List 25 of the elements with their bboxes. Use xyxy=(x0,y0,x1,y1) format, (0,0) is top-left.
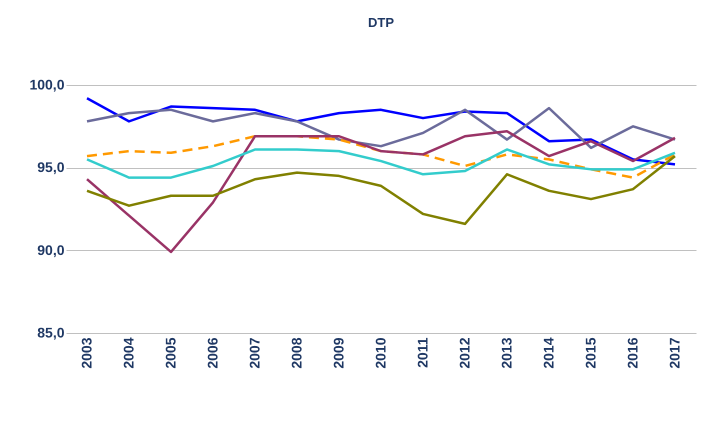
x-tick-label: 2010 xyxy=(372,337,388,369)
x-tick-label: 2012 xyxy=(456,337,472,369)
line-series xyxy=(86,130,676,254)
y-tick-label: 90,0 xyxy=(37,242,65,258)
x-tick-label: 2014 xyxy=(540,337,556,369)
x-tick-label: 2015 xyxy=(582,337,598,369)
chart-title: DTP xyxy=(368,15,394,30)
x-tick-label: 2008 xyxy=(288,337,304,369)
line-series xyxy=(86,135,676,179)
x-tick-label: 2007 xyxy=(246,337,262,369)
x-tick-label: 2011 xyxy=(414,337,430,368)
line-series xyxy=(86,148,676,179)
y-tick-label: 100,0 xyxy=(29,76,65,92)
x-tick-label: 2009 xyxy=(330,337,346,369)
x-tick-label: 2005 xyxy=(162,337,178,369)
y-tick-label: 95,0 xyxy=(37,159,65,176)
x-tick-label: 2016 xyxy=(624,337,640,369)
x-tick-label: 2017 xyxy=(666,337,682,369)
x-tick-label: 2013 xyxy=(498,337,514,369)
x-tick-label: 2004 xyxy=(120,337,136,369)
x-tick-label: 2003 xyxy=(78,337,94,369)
line-series xyxy=(86,106,676,150)
x-tick-label: 2006 xyxy=(204,337,220,369)
y-tick-label: 85,0 xyxy=(37,324,65,340)
line-series xyxy=(86,154,676,226)
